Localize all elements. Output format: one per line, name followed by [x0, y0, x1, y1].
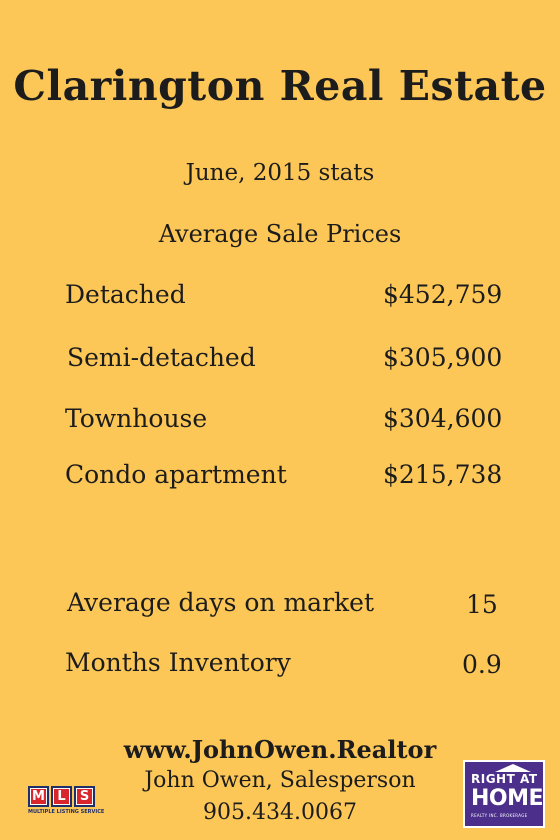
price-value-detached: $452,759	[383, 280, 503, 309]
rah-top-text: RIGHT AT	[471, 772, 538, 786]
agent-name: John Owen, Salesperson	[144, 768, 416, 793]
mls-logo: M L S MULTIPLE LISTING SERVICE	[28, 786, 105, 826]
rah-sub-text: REALTY INC. BROKERAGE	[471, 813, 528, 818]
market-label-days: Average days on market	[67, 588, 375, 617]
mls-letter-s: S	[77, 789, 92, 804]
price-label-detached: Detached	[65, 280, 186, 309]
mls-caption: MULTIPLE LISTING SERVICE	[28, 809, 105, 815]
market-value-days: 15	[466, 590, 498, 619]
page-title: Clarington Real Estate	[13, 62, 547, 110]
house-roof-icon	[495, 764, 531, 772]
mls-letter-l: L	[54, 789, 69, 804]
price-label-townhouse: Townhouse	[65, 404, 208, 433]
price-value-semi-detached: $305,900	[383, 343, 503, 372]
right-at-home-logo: RIGHT AT HOME REALTY INC. BROKERAGE	[463, 760, 545, 828]
section-heading: Average Sale Prices	[158, 220, 402, 248]
mls-letter-m: M	[31, 789, 46, 804]
price-label-condo: Condo apartment	[65, 460, 287, 489]
price-label-semi-detached: Semi-detached	[67, 343, 256, 372]
rah-main-text: HOME	[471, 786, 544, 811]
price-value-condo: $215,738	[383, 460, 503, 489]
website-link[interactable]: www.JohnOwen.Realtor	[123, 735, 437, 764]
market-value-inventory: 0.9	[462, 650, 502, 679]
market-label-inventory: Months Inventory	[65, 648, 291, 677]
stats-period: June, 2015 stats	[185, 160, 375, 186]
agent-phone: 905.434.0067	[203, 800, 357, 825]
price-value-townhouse: $304,600	[383, 404, 503, 433]
